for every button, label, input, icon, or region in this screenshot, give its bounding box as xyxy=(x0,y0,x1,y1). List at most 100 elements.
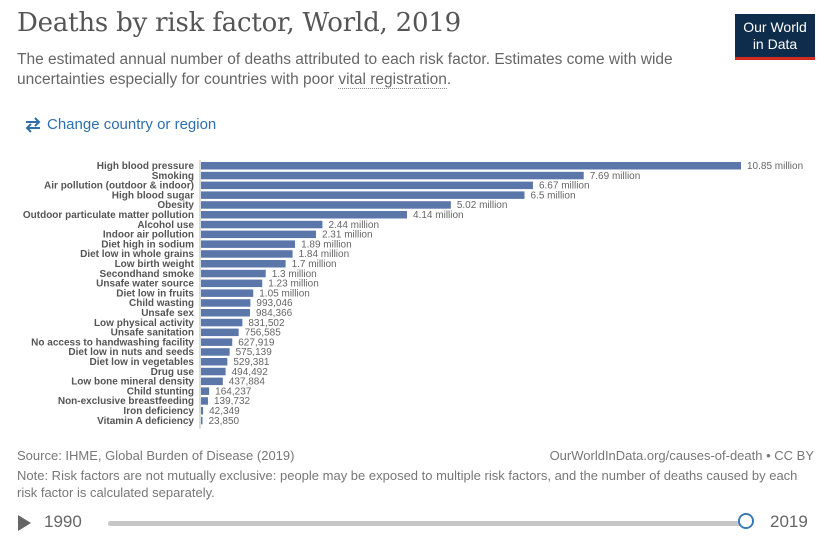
category-label: Vitamin A deficiency xyxy=(97,416,194,427)
bar[interactable] xyxy=(201,318,243,327)
bar[interactable] xyxy=(201,358,228,366)
category-label: Non-exclusive breastfeeding xyxy=(58,396,194,407)
vital-registration-link[interactable]: vital registration xyxy=(338,71,447,89)
bar[interactable] xyxy=(201,377,223,386)
value-label: 6.67 million xyxy=(539,181,590,192)
bar[interactable] xyxy=(201,348,230,356)
bar[interactable] xyxy=(201,211,408,219)
category-label: Air pollution (outdoor & indoor) xyxy=(44,181,194,192)
bar[interactable] xyxy=(201,299,251,307)
bar[interactable] xyxy=(201,191,525,199)
value-label: 164,237 xyxy=(215,386,252,397)
timeline-start-year: 1990 xyxy=(44,512,82,531)
bar[interactable] xyxy=(201,171,584,180)
value-label: 42,349 xyxy=(209,406,240,417)
category-label: Iron deficiency xyxy=(123,406,194,417)
change-country-label: Change country or region xyxy=(47,116,217,133)
bar[interactable] xyxy=(201,162,741,170)
value-label: 575,139 xyxy=(236,347,273,358)
category-label: Outdoor particulate matter pollution xyxy=(23,210,194,221)
category-label: High blood pressure xyxy=(97,161,195,172)
bar[interactable] xyxy=(201,289,254,297)
bar[interactable] xyxy=(201,269,266,278)
category-label: Unsafe sex xyxy=(141,308,194,319)
category-label: Child stunting xyxy=(127,386,194,397)
bar[interactable] xyxy=(201,250,293,258)
change-country-button[interactable]: Change country or region xyxy=(24,116,216,133)
bar[interactable] xyxy=(201,328,239,337)
value-label: 23,850 xyxy=(209,416,240,427)
value-label: 2.31 million xyxy=(322,230,373,241)
category-label: Smoking xyxy=(152,171,194,182)
value-label: 1.89 million xyxy=(301,239,352,250)
category-label: Diet low in nuts and seeds xyxy=(68,347,194,358)
subtitle-text: The estimated annual number of deaths at… xyxy=(17,51,673,88)
bar[interactable] xyxy=(201,338,233,346)
category-label: Indoor air pollution xyxy=(103,230,194,241)
timeline-end-year: 2019 xyxy=(770,512,808,531)
value-label: 2.44 million xyxy=(328,220,379,231)
category-label: Unsafe water source xyxy=(96,279,194,290)
timeline-track-fill xyxy=(108,521,748,526)
timeline-handle[interactable] xyxy=(738,513,754,529)
category-label: High blood sugar xyxy=(112,190,194,201)
play-icon[interactable] xyxy=(18,515,31,531)
owid-logo[interactable]: Our World in Data xyxy=(735,14,815,60)
bar[interactable] xyxy=(201,230,316,239)
subtitle-end: . xyxy=(446,71,452,88)
value-label: 756,585 xyxy=(245,328,282,339)
value-label: 1.23 million xyxy=(268,279,319,290)
bar[interactable] xyxy=(201,416,203,425)
chart-title: Deaths by risk factor, World, 2019 xyxy=(17,8,462,38)
category-label: Secondhand smoke xyxy=(100,269,195,280)
bar[interactable] xyxy=(201,260,286,268)
bar[interactable] xyxy=(201,220,323,229)
value-label: 984,366 xyxy=(256,308,293,319)
bar-chart: High blood pressure 10.85 million Smoking 7… xyxy=(23,160,803,429)
value-label: 5.02 million xyxy=(457,200,508,211)
value-label: 139,732 xyxy=(214,396,251,407)
value-label: 10.85 million xyxy=(747,161,803,172)
logo-line-1: Our World xyxy=(743,19,807,35)
bar[interactable] xyxy=(201,181,533,190)
bar[interactable] xyxy=(201,387,210,395)
value-label: 437,884 xyxy=(229,377,266,388)
bar[interactable] xyxy=(201,367,226,376)
value-label: 1.3 million xyxy=(272,269,317,280)
source-text: Source: IHME, Global Burden of Disease (… xyxy=(17,448,295,463)
value-label: 1.84 million xyxy=(299,249,350,260)
value-label: 831,502 xyxy=(248,318,285,329)
category-label: Alcohol use xyxy=(137,220,194,231)
value-label: 1.05 million xyxy=(259,288,310,299)
chart-subtitle: The estimated annual number of deaths at… xyxy=(17,50,727,90)
value-label: 993,046 xyxy=(256,298,293,309)
value-label: 6.5 million xyxy=(531,190,576,201)
category-label: Drug use xyxy=(151,367,195,378)
category-label: Obesity xyxy=(157,200,194,211)
bar[interactable] xyxy=(201,201,451,209)
bar[interactable] xyxy=(201,397,208,405)
value-label: 494,492 xyxy=(232,367,269,378)
bar[interactable] xyxy=(201,407,204,415)
timeline: 1990 2019 xyxy=(16,510,816,536)
category-label: Diet low in whole grains xyxy=(80,249,194,260)
category-label: No access to handwashing facility xyxy=(31,337,194,348)
category-label: Child wasting xyxy=(129,298,194,309)
value-label: 1.7 million xyxy=(292,259,337,270)
swap-arrows-icon xyxy=(24,116,42,133)
source-url[interactable]: OurWorldInData.org/causes-of-death • CC … xyxy=(549,448,814,463)
category-label: Diet low in fruits xyxy=(116,288,194,299)
category-label: Low birth weight xyxy=(115,259,195,270)
note-text: Note: Risk factors are not mutually excl… xyxy=(17,468,798,500)
category-label: Low physical activity xyxy=(94,318,194,329)
value-label: 627,919 xyxy=(238,337,275,348)
value-label: 7.69 million xyxy=(590,171,641,182)
category-label: Low bone mineral density xyxy=(71,377,194,388)
value-label: 529,381 xyxy=(233,357,270,368)
bar[interactable] xyxy=(201,240,296,248)
category-label: Diet high in sodium xyxy=(101,239,194,250)
bar[interactable] xyxy=(201,309,250,317)
timeline-track[interactable] xyxy=(108,521,748,526)
value-label: 4.14 million xyxy=(413,210,464,221)
bar[interactable] xyxy=(201,279,263,288)
